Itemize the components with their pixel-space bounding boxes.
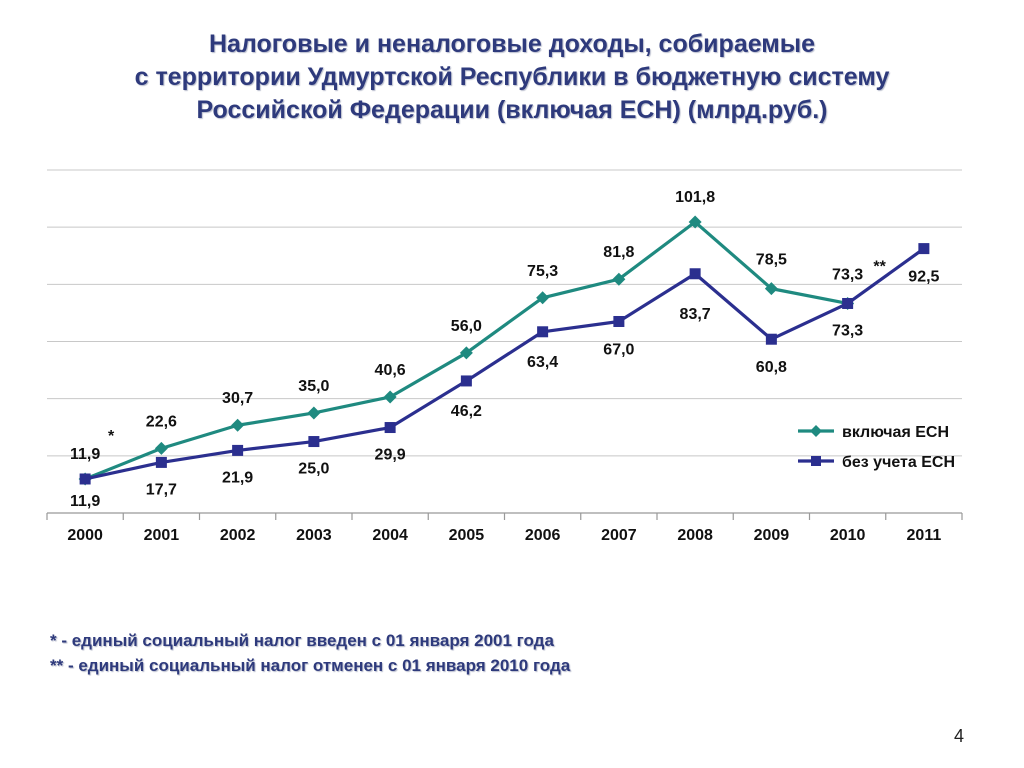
data-label: 83,7 (680, 306, 711, 323)
footnote-1: * - единый социальный налог введен с 01 … (50, 631, 554, 650)
legend-label: включая ЕСН (842, 424, 949, 441)
data-label: 92,5 (908, 269, 939, 286)
data-point (460, 375, 472, 387)
data-point (79, 473, 91, 485)
data-point (536, 291, 550, 305)
legend-label: без учета ЕСН (842, 454, 955, 471)
data-label: 17,7 (146, 481, 177, 498)
data-label: 60,8 (756, 359, 787, 376)
x-tick-label: 2010 (830, 527, 866, 544)
x-tick-label: 2000 (67, 527, 103, 544)
data-label: 11,9 (70, 493, 100, 510)
data-label: 22,6 (146, 413, 177, 430)
data-point (613, 315, 625, 327)
x-tick-label: 2008 (677, 527, 713, 544)
data-point (537, 326, 549, 338)
data-point (688, 215, 702, 229)
data-label: 78,5 (756, 252, 787, 269)
data-label: 29,9 (375, 447, 406, 464)
data-point (918, 243, 930, 255)
x-tick-label: 2007 (601, 527, 637, 544)
annotation-mark: ** (873, 258, 886, 275)
x-tick-label: 2009 (754, 527, 790, 544)
data-label: 73,3 (832, 266, 863, 283)
data-point (231, 418, 245, 432)
x-tick-label: 2004 (372, 527, 408, 544)
line-chart: 2000 2001 2002 2003 2004 2005 2006 2007 2008 2009… (46, 169, 963, 544)
title-line-1: Налоговые и неналоговые доходы, собираем… (208, 30, 816, 58)
x-tick-label: 2003 (296, 527, 332, 544)
footnotes: * - единый социальный налог введен с 01 … (50, 628, 570, 678)
page-number: 4 (953, 726, 964, 746)
data-point (383, 390, 397, 404)
data-point (764, 282, 778, 296)
footnote-2: ** - единый социальный налог отменен с 0… (50, 656, 571, 675)
legend-marker (811, 456, 821, 466)
x-tick-label: 2002 (220, 527, 256, 544)
legend-marker (810, 425, 822, 437)
data-label: 11,9 (70, 446, 100, 463)
data-label: 40,6 (375, 362, 406, 379)
data-label: 56,0 (451, 318, 482, 335)
data-point (384, 422, 396, 434)
annotation-mark: * (108, 428, 115, 445)
data-label: 63,4 (527, 354, 558, 371)
data-label: 67,0 (603, 341, 634, 358)
data-point (842, 297, 854, 309)
title-line-2: с территории Удмуртской Республики в бюд… (134, 63, 890, 91)
data-label: 81,8 (603, 244, 634, 261)
x-tick-label: 2006 (525, 527, 561, 544)
title-line-3: Российской Федерации (включая ЕСН) (млрд… (196, 96, 828, 124)
data-point (307, 406, 321, 420)
data-point (155, 456, 167, 468)
data-point (459, 346, 473, 360)
data-label: 73,3 (832, 322, 863, 339)
data-point (154, 441, 168, 455)
series-line (84, 247, 925, 481)
data-label: 35,0 (298, 378, 329, 395)
data-label: 46,2 (451, 403, 482, 420)
x-tick-label: 2001 (144, 527, 180, 544)
data-label: 30,7 (222, 390, 253, 407)
data-point (232, 444, 244, 456)
data-label: 21,9 (222, 469, 253, 486)
data-point (612, 272, 626, 286)
x-tick-label: 2011 (907, 527, 942, 544)
chart-title: Налоговые и неналоговые доходы, собираем… (40, 28, 984, 127)
data-point (689, 268, 701, 280)
data-point (765, 333, 777, 345)
data-label: 75,3 (527, 263, 558, 280)
data-point (308, 436, 320, 448)
x-tick-label: 2005 (449, 527, 485, 544)
data-label: 101,8 (675, 189, 715, 206)
data-label: 25,0 (298, 461, 329, 478)
